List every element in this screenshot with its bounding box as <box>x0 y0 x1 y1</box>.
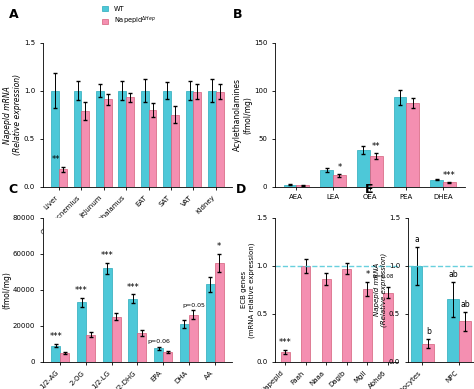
Bar <box>383 293 392 362</box>
Text: a: a <box>414 235 419 244</box>
Bar <box>154 348 163 362</box>
Bar <box>322 279 331 362</box>
Bar <box>363 289 372 362</box>
Bar <box>163 352 172 362</box>
Y-axis label: ECB genes
(mRNA relative expression): ECB genes (mRNA relative expression) <box>241 242 255 338</box>
Bar <box>59 170 67 187</box>
Bar <box>163 91 171 187</box>
Text: p=0.06: p=0.06 <box>147 339 170 344</box>
Y-axis label: eCBome mediators
(fmol/mg): eCBome mediators (fmol/mg) <box>0 253 11 326</box>
Y-axis label: Napepld mRNA
(Relative expression): Napepld mRNA (Relative expression) <box>374 253 387 327</box>
Text: D: D <box>236 183 246 196</box>
Bar <box>459 321 471 362</box>
Text: *: * <box>337 163 342 172</box>
Bar <box>447 300 459 362</box>
Bar <box>208 91 216 187</box>
Text: A: A <box>9 8 18 21</box>
Bar <box>112 317 121 362</box>
Bar <box>320 170 333 187</box>
Text: p=0.08: p=0.08 <box>374 274 394 279</box>
Text: *: * <box>217 242 221 251</box>
Bar <box>86 335 95 362</box>
Text: ***: *** <box>101 251 114 260</box>
Bar <box>443 182 456 187</box>
Text: b: b <box>426 327 431 336</box>
Text: **: ** <box>372 142 381 151</box>
Bar <box>82 111 89 187</box>
Bar <box>126 98 134 187</box>
Text: ***: *** <box>279 338 292 347</box>
Text: *: * <box>365 270 370 279</box>
Text: p=0.05: p=0.05 <box>182 303 205 308</box>
Bar <box>128 299 137 362</box>
Bar <box>171 115 179 187</box>
Bar <box>206 284 215 362</box>
Bar <box>406 103 419 187</box>
Bar <box>51 91 59 187</box>
Bar <box>103 268 112 362</box>
Bar <box>141 91 149 187</box>
Text: ***: *** <box>443 171 456 180</box>
Bar <box>73 91 82 187</box>
Text: B: B <box>233 8 243 21</box>
Bar <box>410 266 422 362</box>
Bar <box>342 269 351 362</box>
Bar <box>137 333 146 362</box>
Bar <box>430 180 443 187</box>
Bar <box>283 185 296 187</box>
Bar <box>193 92 201 187</box>
Bar <box>104 100 112 187</box>
Bar <box>60 353 69 362</box>
Bar <box>281 352 290 362</box>
Y-axis label: Napepld mRNA
(Relative expression): Napepld mRNA (Relative expression) <box>3 74 22 155</box>
Bar <box>51 345 60 362</box>
Bar <box>216 92 224 187</box>
Text: ***: *** <box>127 282 139 292</box>
Legend: WT, Napepld$^{\Delta Hep}$: WT, Napepld$^{\Delta Hep}$ <box>99 3 158 30</box>
Bar <box>296 185 309 187</box>
Bar <box>180 324 189 362</box>
Bar <box>333 175 346 187</box>
Text: ***: *** <box>75 286 88 295</box>
Bar <box>189 315 198 362</box>
Bar <box>96 91 104 187</box>
Bar <box>357 150 370 187</box>
Bar <box>301 266 310 362</box>
Bar <box>77 302 86 362</box>
Bar <box>215 263 224 362</box>
Bar <box>118 91 126 187</box>
Text: C: C <box>9 183 18 196</box>
Bar <box>186 91 193 187</box>
Text: E: E <box>365 183 373 196</box>
Bar <box>393 98 406 187</box>
Text: **: ** <box>52 155 61 164</box>
Bar <box>422 343 434 362</box>
Text: ***: *** <box>49 332 62 341</box>
Bar <box>370 156 383 187</box>
Text: ab: ab <box>448 270 458 279</box>
Bar <box>149 110 156 187</box>
Text: ab: ab <box>460 300 470 309</box>
Y-axis label: Acylethanolamines
(fmol/mg): Acylethanolamines (fmol/mg) <box>233 78 252 151</box>
